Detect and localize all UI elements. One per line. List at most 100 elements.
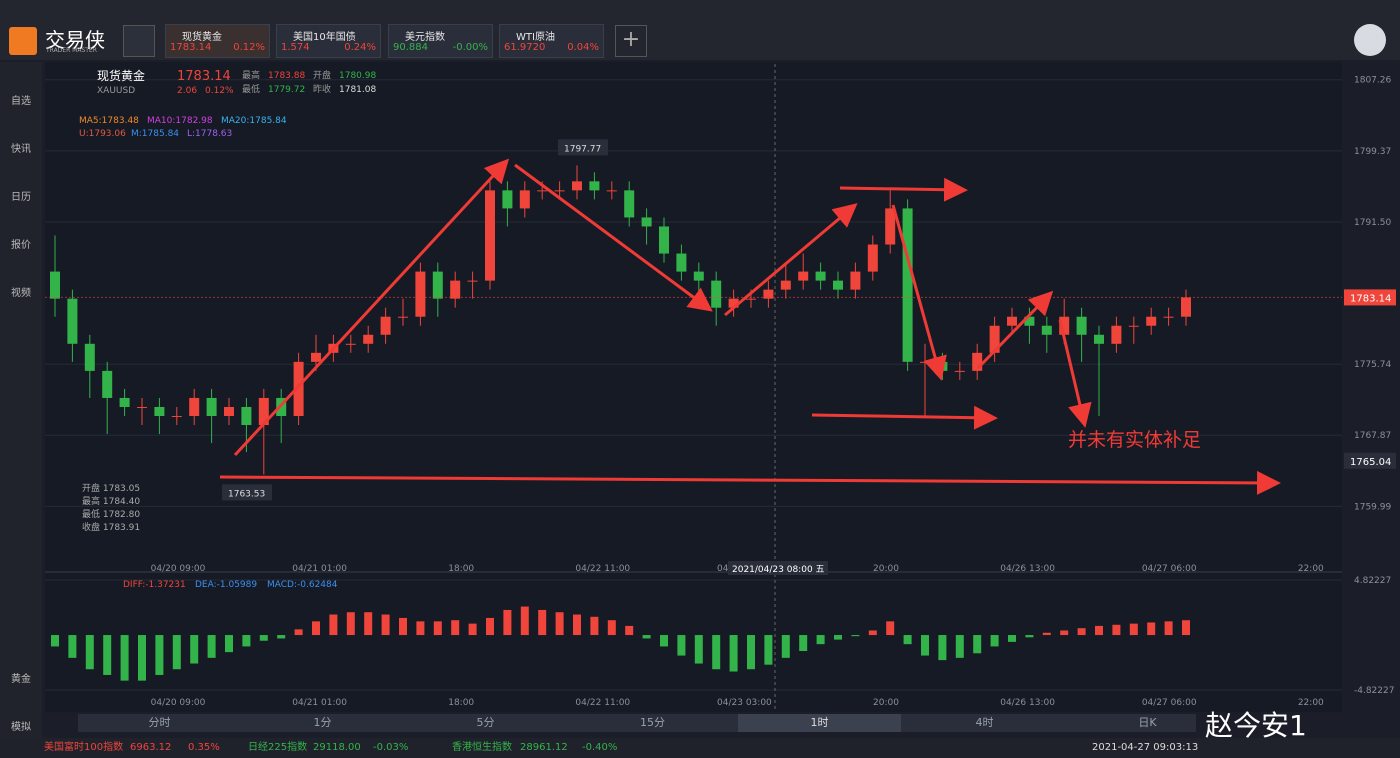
tab[interactable]: 现货黄金 1783.14 0.12% — [165, 24, 270, 58]
timeframe[interactable]: 4时 — [975, 716, 994, 729]
tab-change: 0.12% — [233, 42, 265, 53]
nav-item[interactable]: 日历 — [11, 192, 31, 203]
macd-bar — [973, 635, 982, 654]
x-tick-label: 04/27 06:00 — [1142, 698, 1197, 708]
nav-item[interactable]: 自选 — [11, 96, 31, 107]
ohlc: 收盘 1783.91 — [82, 521, 140, 533]
nav-item[interactable]: 黄金 — [11, 674, 31, 685]
y-tick-label: 1775.74 — [1354, 360, 1391, 370]
candle-body — [641, 217, 652, 227]
nav-item[interactable]: 视频 — [11, 288, 31, 299]
macd-dea: DEA:-1.05989 — [195, 580, 257, 590]
tab[interactable]: 美元指数 90.884 -0.00% — [388, 24, 493, 58]
value: 1780.98 — [339, 71, 376, 81]
macd-bar — [1147, 622, 1156, 636]
candle-body — [519, 190, 530, 209]
macd-bar — [1112, 624, 1121, 636]
tab-price: 1.574 — [281, 42, 310, 53]
macd-bar — [225, 635, 233, 653]
ticker-name: 美国富时100指数 — [44, 742, 124, 753]
macd-bar — [868, 630, 877, 636]
macd-bar — [747, 635, 755, 670]
label: 开盘 — [313, 69, 331, 81]
macd-bar — [573, 614, 581, 636]
macd-bar — [138, 635, 146, 681]
candle-body — [850, 271, 861, 290]
candle-body — [1094, 334, 1104, 344]
macd-bar — [834, 635, 842, 640]
y-tick-label: 1759.99 — [1354, 502, 1391, 512]
candle-body — [676, 253, 687, 272]
x-tick-label: 04/21 01:00 — [292, 698, 347, 708]
tab-price: 90.884 — [393, 42, 428, 53]
macd-bar — [1095, 625, 1103, 636]
macd-bar — [1182, 620, 1190, 636]
macd-bar — [259, 635, 268, 641]
macd-bar — [555, 612, 564, 636]
symbol-name: 现货黄金 — [97, 68, 145, 83]
candle-body — [189, 397, 200, 417]
x-tick-label: 22:00 — [1298, 564, 1324, 574]
macd-bar — [816, 635, 825, 645]
candle-body — [1111, 325, 1122, 344]
candle-body — [763, 289, 774, 299]
timeframe[interactable]: 日K — [1138, 716, 1157, 729]
annotation-text: 并未有实体补足 — [1068, 429, 1201, 451]
macd-bar — [660, 635, 668, 647]
boll-m: M:1785.84 — [131, 129, 179, 139]
timeframe[interactable]: 15分 — [640, 716, 665, 729]
candle-body — [989, 325, 1000, 353]
candle-body — [67, 298, 78, 344]
timeframe[interactable]: 5分 — [476, 716, 495, 729]
x-tick-label: 20:00 — [873, 564, 899, 574]
timeframe[interactable]: 1时 — [738, 714, 901, 732]
candle-body — [1163, 316, 1174, 318]
candle-body — [1128, 325, 1139, 327]
candle-body — [485, 190, 495, 281]
macd-bar — [938, 635, 947, 661]
candle-body — [154, 406, 165, 417]
macd-bar — [590, 616, 599, 636]
low-mark-box — [222, 484, 272, 501]
macd-bar — [207, 635, 216, 658]
ticker-price: 29118.00 — [313, 742, 361, 753]
macd-bar — [312, 621, 320, 636]
candle-body — [345, 343, 356, 345]
candle-body — [1007, 316, 1017, 326]
avatar[interactable] — [1354, 24, 1386, 56]
candle-body — [241, 406, 252, 426]
ticker-price: 28961.12 — [520, 742, 568, 753]
nav-item[interactable]: 快讯 — [11, 144, 31, 155]
macd-bar — [607, 620, 616, 636]
candle-body — [693, 271, 704, 281]
candle-body — [311, 352, 321, 362]
macd-bar — [886, 621, 895, 636]
tab-change: 0.24% — [344, 42, 376, 53]
candle-body — [224, 406, 234, 417]
macd-bar — [416, 621, 425, 636]
nav-item[interactable]: 模拟 — [11, 722, 31, 733]
timeframe[interactable]: 分时 — [148, 716, 171, 729]
candle-body — [450, 280, 461, 299]
x-tick-label: 04/22 11:00 — [575, 698, 630, 708]
tab[interactable]: 美国10年国债 1.574 0.24% — [276, 24, 381, 58]
alert-box — [1344, 452, 1396, 469]
symbol-code: XAUUSD — [97, 86, 135, 96]
label: 最低 — [242, 83, 260, 95]
timeframe[interactable]: 1分 — [313, 716, 332, 729]
layout-button[interactable] — [123, 25, 155, 57]
label: 最高 — [242, 69, 260, 81]
add-tab[interactable]: + — [615, 25, 647, 57]
ma10: MA10:1782.98 — [147, 116, 213, 126]
tab-name: WTI原油 — [516, 32, 555, 43]
macd-bar — [990, 635, 999, 647]
y-tick-label: 1799.37 — [1354, 147, 1391, 157]
macd-bar — [85, 635, 94, 670]
macd-bar — [103, 635, 112, 675]
nav-item[interactable]: 报价 — [11, 240, 31, 251]
candle-body — [102, 370, 113, 398]
candle-body — [780, 280, 791, 290]
y-tick-label: 4.82227 — [1354, 576, 1391, 586]
tab[interactable]: WTI原油 61.9720 0.04% — [499, 24, 604, 58]
ma20: MA20:1785.84 — [221, 116, 287, 126]
